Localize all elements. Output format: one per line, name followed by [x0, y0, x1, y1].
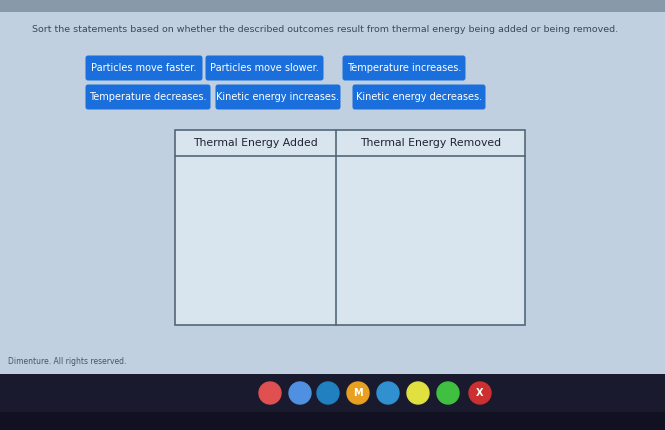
FancyBboxPatch shape: [342, 55, 466, 80]
Text: Kinetic energy increases.: Kinetic energy increases.: [217, 92, 340, 102]
FancyBboxPatch shape: [352, 85, 485, 110]
FancyBboxPatch shape: [205, 55, 323, 80]
FancyBboxPatch shape: [86, 85, 211, 110]
FancyBboxPatch shape: [86, 55, 203, 80]
Text: Sort the statements based on whether the described outcomes result from thermal : Sort the statements based on whether the…: [32, 25, 618, 34]
Circle shape: [407, 382, 429, 404]
Circle shape: [317, 382, 339, 404]
Text: Thermal Energy Removed: Thermal Energy Removed: [360, 138, 501, 148]
Circle shape: [259, 382, 281, 404]
Bar: [0, 412, 665, 430]
Text: Dimenture. All rights reserved.: Dimenture. All rights reserved.: [8, 357, 126, 366]
Text: X: X: [476, 388, 483, 398]
Text: Thermal Energy Added: Thermal Energy Added: [193, 138, 318, 148]
Text: Particles move faster.: Particles move faster.: [91, 63, 197, 73]
Bar: [175, 130, 525, 325]
Text: Particles move slower.: Particles move slower.: [210, 63, 319, 73]
Text: Kinetic energy decreases.: Kinetic energy decreases.: [356, 92, 482, 102]
FancyBboxPatch shape: [215, 85, 340, 110]
Circle shape: [347, 382, 369, 404]
Bar: [0, 0, 665, 12]
Text: Temperature decreases.: Temperature decreases.: [89, 92, 207, 102]
Circle shape: [377, 382, 399, 404]
Text: M: M: [353, 388, 363, 398]
Circle shape: [469, 382, 491, 404]
Circle shape: [437, 382, 459, 404]
Bar: [0, 374, 665, 412]
Circle shape: [289, 382, 311, 404]
Text: Temperature increases.: Temperature increases.: [347, 63, 462, 73]
